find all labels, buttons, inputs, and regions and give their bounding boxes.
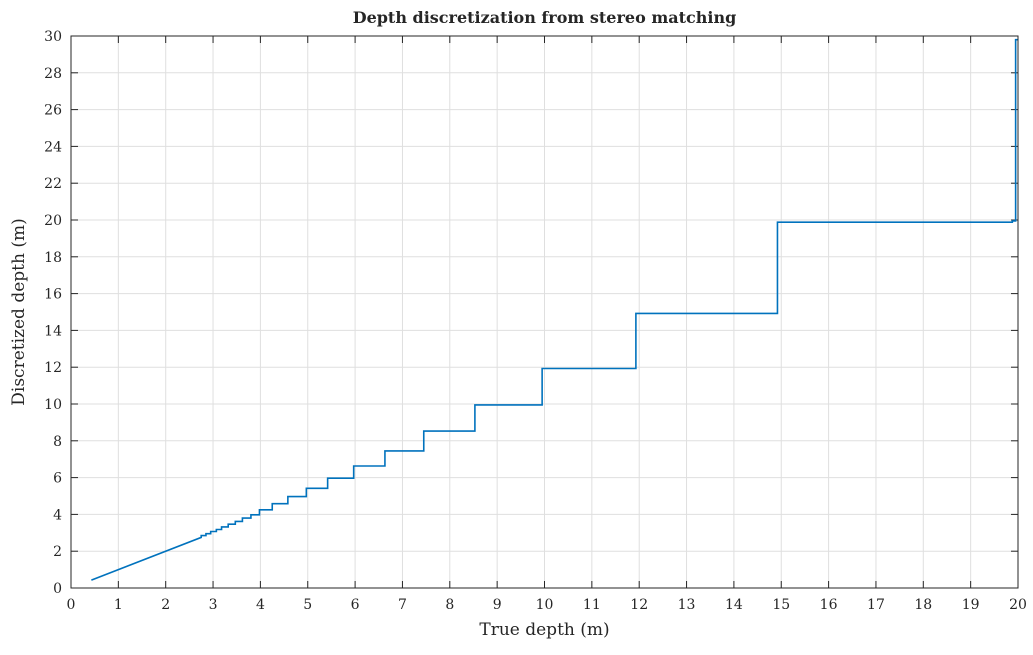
x-tick-label: 8 (445, 597, 454, 613)
y-tick-label: 20 (44, 213, 62, 229)
x-tick-label: 15 (772, 597, 790, 613)
y-tick-label: 10 (44, 397, 62, 413)
series-line (91, 38, 1018, 581)
chart-title: Depth discretization from stereo matchin… (353, 8, 737, 27)
y-tick-label: 26 (44, 103, 62, 119)
y-tick-label: 16 (44, 287, 62, 303)
y-tick-label: 24 (44, 139, 62, 155)
y-tick-label: 18 (44, 250, 62, 266)
y-tick-label: 0 (53, 581, 62, 597)
grid-lines (70, 35, 1019, 589)
x-tick-label: 7 (398, 597, 407, 613)
y-tick-label: 12 (44, 360, 62, 376)
y-tick-label: 30 (44, 29, 62, 45)
x-tick-label: 19 (962, 597, 980, 613)
x-tick-label: 1 (114, 597, 123, 613)
x-tick-label: 16 (820, 597, 838, 613)
series-layer (91, 38, 1018, 581)
axes-box (70, 35, 1019, 589)
x-tick-label: 12 (630, 597, 648, 613)
x-axis-label: True depth (m) (479, 620, 609, 640)
y-tick-label: 14 (44, 323, 62, 339)
x-tick-label: 9 (493, 597, 502, 613)
x-tick-label: 3 (209, 597, 218, 613)
x-tick-label: 14 (725, 597, 743, 613)
y-tick-label: 2 (53, 544, 62, 560)
y-tick-label: 28 (44, 66, 62, 82)
y-tick-label: 8 (53, 434, 62, 450)
x-tick-label: 10 (536, 597, 554, 613)
y-tick-label: 6 (53, 471, 62, 487)
x-tick-label: 2 (161, 597, 170, 613)
x-tick-label: 4 (256, 597, 265, 613)
x-tick-label: 6 (351, 597, 360, 613)
x-tick-label: 18 (914, 597, 932, 613)
x-tick-label: 13 (678, 597, 696, 613)
y-tick-label: 22 (44, 176, 62, 192)
x-tick-label: 0 (67, 597, 76, 613)
x-tick-labels: 0 1 2 3 4 5 6 7 8 9 10 11 12 13 14 15 16 17 18 19 20 (67, 597, 1027, 613)
y-tick-label: 4 (53, 507, 62, 523)
x-tick-label: 17 (867, 597, 885, 613)
y-axis-label: Discretized depth (m) (9, 218, 29, 405)
x-tick-label: 5 (303, 597, 312, 613)
x-tick-label: 20 (1009, 597, 1027, 613)
x-tick-label: 11 (583, 597, 601, 613)
